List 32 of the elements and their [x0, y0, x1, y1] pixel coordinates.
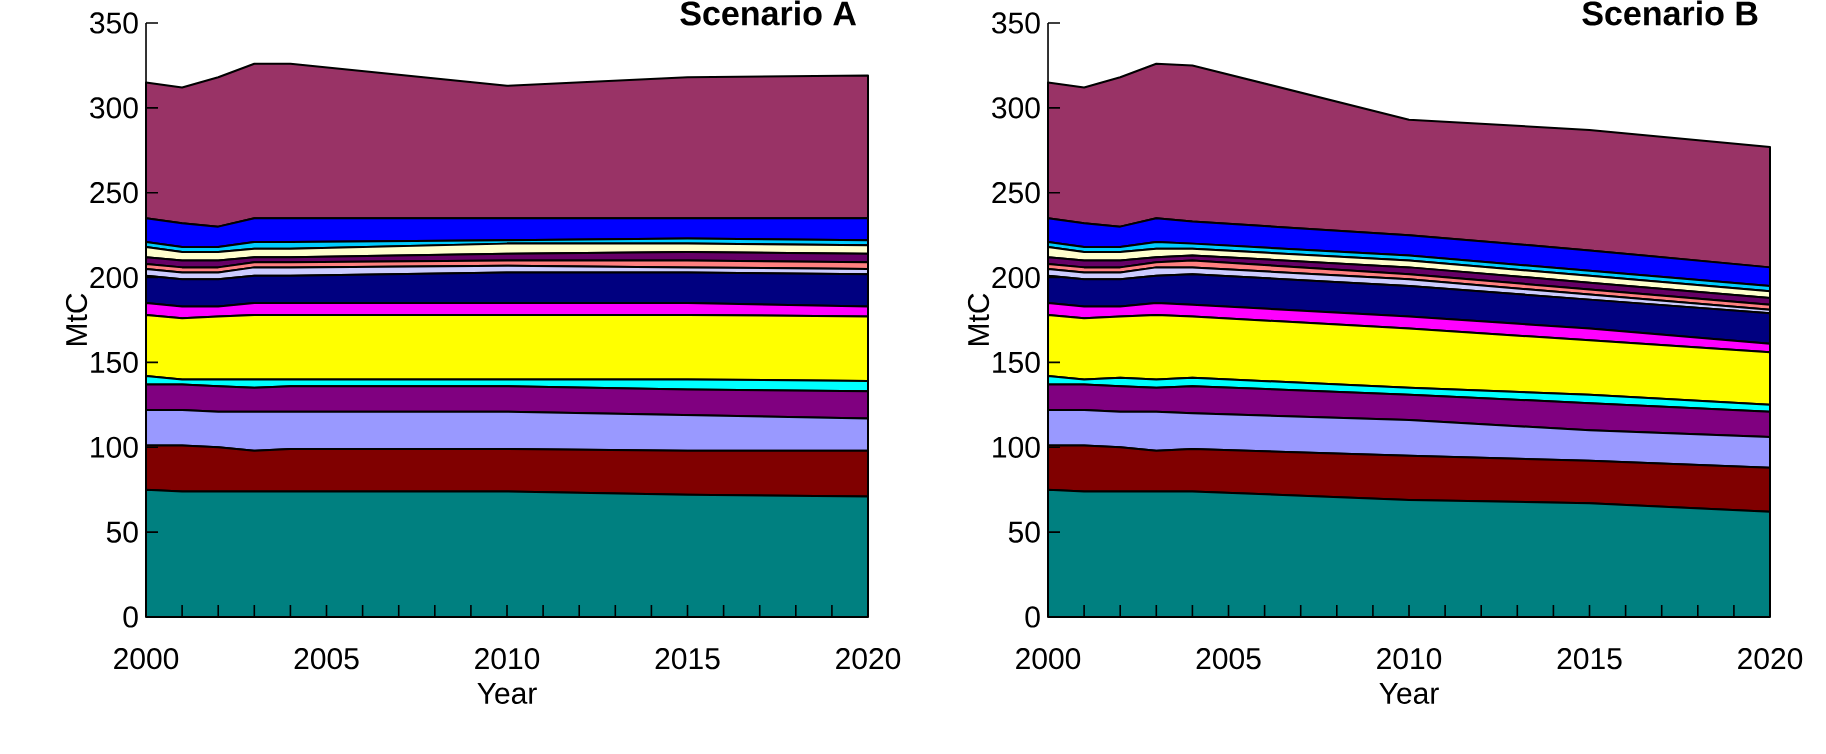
y-tick-label: 350 — [992, 12, 1040, 34]
chart-title: Scenario A — [680, 0, 857, 26]
y-axis-title: MtC — [967, 293, 990, 346]
x-tick-label: 2015 — [1557, 648, 1622, 670]
y-tick-label: 0 — [1025, 606, 1040, 628]
x-tick-label: 2000 — [1016, 648, 1081, 670]
x-tick-label: 2015 — [655, 648, 720, 670]
x-tick-label: 2000 — [114, 648, 179, 670]
y-axis-title: MtC — [65, 293, 88, 346]
y-tick-label: 0 — [123, 606, 138, 628]
x-tick-label: 2010 — [1377, 648, 1442, 670]
y-tick-label: 200 — [992, 266, 1040, 289]
x-tick-label: 2020 — [836, 648, 901, 670]
y-tick-label: 150 — [91, 351, 138, 374]
x-axis-title: Year — [477, 683, 537, 704]
chart-title: Scenario B — [1582, 0, 1758, 26]
x-tick-label: 2010 — [475, 648, 540, 670]
y-tick-label: 250 — [992, 182, 1040, 204]
y-tick-label: 300 — [90, 97, 138, 119]
x-tick-label: 2020 — [1738, 648, 1803, 670]
y-tick-label: 200 — [90, 266, 138, 289]
x-axis-title: Year — [1379, 683, 1439, 704]
y-tick-label: 100 — [91, 436, 138, 458]
y-tick-label: 50 — [106, 521, 138, 543]
y-tick-label: 250 — [90, 182, 138, 204]
y-tick-label: 50 — [1008, 521, 1040, 543]
x-tick-label: 2005 — [1196, 648, 1261, 670]
y-tick-label: 100 — [993, 436, 1040, 458]
x-tick-label: 2005 — [294, 648, 359, 670]
y-tick-label: 300 — [992, 97, 1040, 119]
y-tick-label: 350 — [90, 12, 138, 34]
y-tick-label: 150 — [993, 351, 1040, 374]
